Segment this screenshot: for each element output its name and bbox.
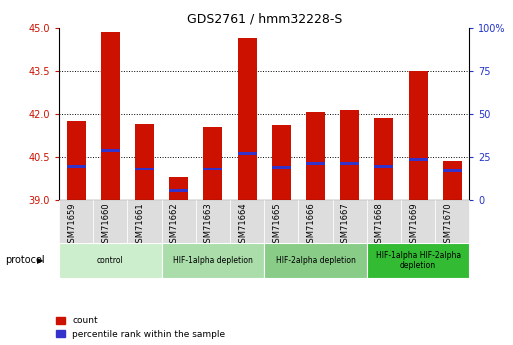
Text: GSM71663: GSM71663 [204,202,213,248]
Bar [443,169,462,172]
Bar [340,110,359,200]
Bar [67,121,86,200]
Text: GSM71661: GSM71661 [135,202,145,248]
Bar [367,243,469,278]
Bar [59,200,93,243]
Title: GDS2761 / hmm32228-S: GDS2761 / hmm32228-S [187,12,342,25]
Bar [367,200,401,243]
Text: protocol: protocol [5,256,45,265]
Bar [306,112,325,200]
Bar [101,149,120,152]
Text: GSM71660: GSM71660 [101,202,110,248]
Text: GSM71670: GSM71670 [443,202,452,248]
Text: GSM71659: GSM71659 [67,202,76,248]
Bar [332,200,367,243]
Bar [204,168,222,170]
Bar [409,158,427,161]
Text: GSM71662: GSM71662 [170,202,179,248]
Bar [93,200,127,243]
Bar [127,200,162,243]
Bar [340,162,359,165]
Bar [374,165,393,168]
Bar [169,189,188,192]
Text: GSM71664: GSM71664 [238,202,247,248]
Text: ▶: ▶ [37,256,44,265]
Bar [306,162,325,165]
Text: GSM71667: GSM71667 [341,202,350,248]
Bar [264,200,299,243]
Bar [238,152,256,155]
Bar [204,127,222,200]
Bar [272,166,291,169]
Bar [272,125,291,200]
Bar [135,124,154,200]
Bar [264,243,367,278]
Bar [435,200,469,243]
Bar [401,200,435,243]
Text: GSM71665: GSM71665 [272,202,281,248]
Text: GSM71666: GSM71666 [306,202,315,248]
Text: HIF-2alpha depletion: HIF-2alpha depletion [275,256,356,265]
Text: HIF-1alpha HIF-2alpha
depletion: HIF-1alpha HIF-2alpha depletion [376,251,461,270]
Bar [101,32,120,200]
Bar [443,161,462,200]
Legend: count, percentile rank within the sample: count, percentile rank within the sample [56,316,225,339]
Bar [59,243,162,278]
Bar [238,38,256,200]
Bar [162,200,196,243]
Bar [196,200,230,243]
Bar [135,168,154,170]
Bar [230,200,264,243]
Bar [67,165,86,168]
Bar [409,71,427,200]
Bar [299,200,332,243]
Text: control: control [97,256,124,265]
Text: GSM71668: GSM71668 [375,202,384,248]
Bar [374,118,393,200]
Text: HIF-1alpha depletion: HIF-1alpha depletion [173,256,253,265]
Bar [162,243,264,278]
Text: GSM71669: GSM71669 [409,202,418,248]
Bar [169,177,188,200]
